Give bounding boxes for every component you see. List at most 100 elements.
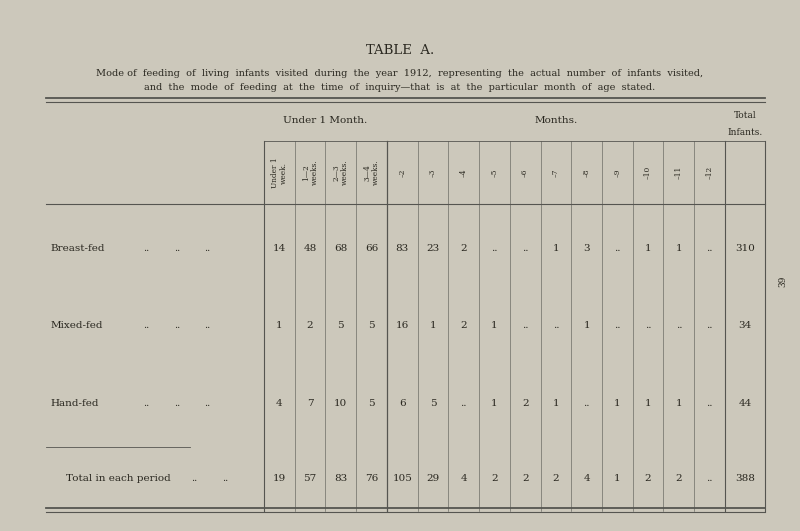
Text: Hand-fed: Hand-fed xyxy=(50,399,99,408)
Text: ..: .. xyxy=(706,475,713,483)
Text: 1: 1 xyxy=(675,244,682,253)
Text: 68: 68 xyxy=(334,244,347,253)
Text: 2: 2 xyxy=(553,475,559,483)
Text: 5: 5 xyxy=(430,399,436,408)
Text: 1: 1 xyxy=(276,321,282,330)
Text: 2: 2 xyxy=(491,475,498,483)
Text: 5: 5 xyxy=(368,321,375,330)
Text: 2: 2 xyxy=(306,321,314,330)
Text: 6: 6 xyxy=(399,399,406,408)
Text: 2: 2 xyxy=(645,475,651,483)
Text: ..: .. xyxy=(706,399,713,408)
Text: 48: 48 xyxy=(303,244,317,253)
Text: 1: 1 xyxy=(583,321,590,330)
Text: ..: .. xyxy=(706,244,713,253)
Text: 2: 2 xyxy=(675,475,682,483)
Text: ..: .. xyxy=(191,475,198,483)
Text: 1: 1 xyxy=(491,321,498,330)
Text: ..: .. xyxy=(204,321,210,330)
Text: ..: .. xyxy=(174,399,180,408)
Text: 66: 66 xyxy=(365,244,378,253)
Text: ..: .. xyxy=(174,244,180,253)
Text: –2: –2 xyxy=(398,168,406,177)
Text: ..: .. xyxy=(204,399,210,408)
Text: 2: 2 xyxy=(460,244,467,253)
Text: 1: 1 xyxy=(614,475,621,483)
Text: ..: .. xyxy=(143,321,150,330)
Text: ..: .. xyxy=(645,321,651,330)
Text: ..: .. xyxy=(204,244,210,253)
Text: 29: 29 xyxy=(426,475,440,483)
Text: 1: 1 xyxy=(553,399,559,408)
Text: Mode of  feeding  of  living  infants  visited  during  the  year  1912,  repres: Mode of feeding of living infants visite… xyxy=(97,69,703,78)
Text: –10: –10 xyxy=(644,166,652,179)
Text: –3: –3 xyxy=(429,168,437,177)
Text: 23: 23 xyxy=(426,244,440,253)
Text: 1—2
weeks.: 1—2 weeks. xyxy=(302,160,318,185)
Text: 19: 19 xyxy=(273,475,286,483)
Text: ..: .. xyxy=(522,321,529,330)
Text: Total: Total xyxy=(734,111,756,120)
Text: 57: 57 xyxy=(303,475,317,483)
Text: 16: 16 xyxy=(396,321,409,330)
Text: ..: .. xyxy=(614,321,621,330)
Text: ..: .. xyxy=(461,399,467,408)
Text: 7: 7 xyxy=(306,399,314,408)
Text: 4: 4 xyxy=(276,399,282,408)
Text: –5: –5 xyxy=(490,168,498,177)
Text: ..: .. xyxy=(583,399,590,408)
Text: Under 1 Month.: Under 1 Month. xyxy=(283,116,367,125)
Text: –4: –4 xyxy=(460,168,468,177)
Text: ..: .. xyxy=(553,321,559,330)
Text: 3—4
weeks.: 3—4 weeks. xyxy=(363,160,380,185)
Text: 2—3
weeks.: 2—3 weeks. xyxy=(333,160,349,185)
Text: –7: –7 xyxy=(552,168,560,177)
Text: 1: 1 xyxy=(553,244,559,253)
Text: 34: 34 xyxy=(738,321,751,330)
Text: 4: 4 xyxy=(583,475,590,483)
Text: 76: 76 xyxy=(365,475,378,483)
Text: 10: 10 xyxy=(334,399,347,408)
Text: 39: 39 xyxy=(778,276,787,287)
Text: –6: –6 xyxy=(521,168,529,177)
Text: ..: .. xyxy=(706,321,713,330)
Text: Under 1
week.: Under 1 week. xyxy=(271,157,288,188)
Text: 44: 44 xyxy=(738,399,751,408)
Text: Mixed-fed: Mixed-fed xyxy=(50,321,103,330)
Text: 5: 5 xyxy=(368,399,375,408)
Text: Months.: Months. xyxy=(534,116,578,125)
Text: ..: .. xyxy=(491,244,498,253)
Text: 5: 5 xyxy=(338,321,344,330)
Text: ..: .. xyxy=(675,321,682,330)
Text: 2: 2 xyxy=(522,399,529,408)
Text: –9: –9 xyxy=(614,168,622,177)
Text: ..: .. xyxy=(614,244,621,253)
Text: 105: 105 xyxy=(392,475,412,483)
Text: Total in each period: Total in each period xyxy=(66,475,171,483)
Text: 1: 1 xyxy=(645,399,651,408)
Text: 1: 1 xyxy=(614,399,621,408)
Text: ..: .. xyxy=(143,399,150,408)
Text: 1: 1 xyxy=(645,244,651,253)
Text: Infants.: Infants. xyxy=(727,128,762,137)
Text: 1: 1 xyxy=(675,399,682,408)
Text: 2: 2 xyxy=(460,321,467,330)
Text: 1: 1 xyxy=(430,321,436,330)
Text: ..: .. xyxy=(143,244,150,253)
Text: 2: 2 xyxy=(522,475,529,483)
Text: 14: 14 xyxy=(273,244,286,253)
Text: ..: .. xyxy=(222,475,228,483)
Text: 4: 4 xyxy=(460,475,467,483)
Text: –11: –11 xyxy=(674,166,682,179)
Text: 310: 310 xyxy=(735,244,754,253)
Text: Breast-fed: Breast-fed xyxy=(50,244,105,253)
Text: 83: 83 xyxy=(396,244,409,253)
Text: 1: 1 xyxy=(491,399,498,408)
Text: 388: 388 xyxy=(735,475,754,483)
Text: 83: 83 xyxy=(334,475,347,483)
Text: –12: –12 xyxy=(706,166,714,179)
Text: –8: –8 xyxy=(582,168,590,177)
Text: ..: .. xyxy=(522,244,529,253)
Text: ..: .. xyxy=(174,321,180,330)
Text: 3: 3 xyxy=(583,244,590,253)
